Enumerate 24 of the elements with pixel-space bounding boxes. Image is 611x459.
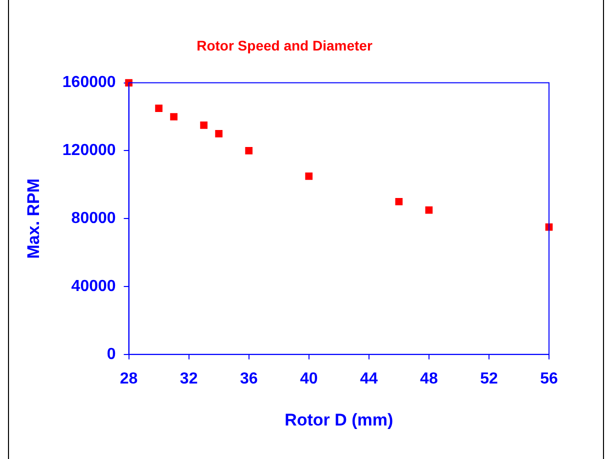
- point: [305, 172, 313, 180]
- chart-title: Rotor Speed and Diameter: [196, 37, 373, 54]
- x-tick-label: 32: [180, 370, 198, 388]
- x-tick-label: 56: [540, 370, 558, 388]
- point: [245, 147, 253, 154]
- x-tick-label: 36: [240, 370, 258, 388]
- x-tick-label: 52: [480, 370, 498, 388]
- point: [215, 130, 223, 138]
- y-tick-label: 40000: [71, 278, 116, 295]
- x-tick-label: 40: [300, 370, 318, 388]
- x-tick-label: 44: [360, 370, 378, 388]
- y-axis-title: Max. RPM: [24, 178, 43, 259]
- x-axis-title: Rotor D (mm): [284, 410, 394, 430]
- point: [155, 104, 162, 112]
- x-tick-label: 28: [120, 370, 138, 388]
- x-tick-label: 48: [420, 370, 438, 388]
- point: [425, 206, 433, 214]
- point: [170, 113, 178, 120]
- y-tick-label: 120000: [62, 142, 116, 160]
- y-tick-label: 160000: [62, 74, 116, 92]
- point: [200, 122, 208, 129]
- y-tick-label: 0: [106, 346, 116, 363]
- point: [395, 198, 403, 206]
- y-tick-label: 80000: [71, 210, 116, 228]
